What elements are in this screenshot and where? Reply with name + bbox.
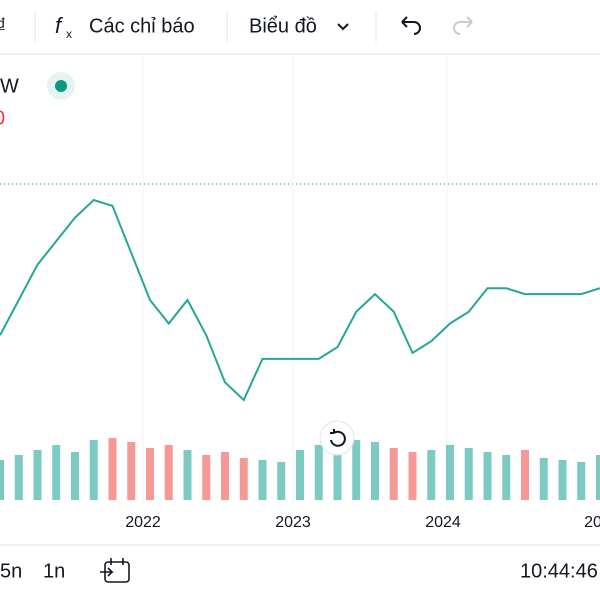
volume-bar	[577, 462, 586, 500]
volume-bar	[596, 455, 600, 500]
volume-bar	[0, 460, 4, 500]
volume-bar	[408, 452, 417, 500]
range-1y[interactable]: 1n	[43, 560, 65, 582]
volume-bar	[539, 458, 548, 500]
volume-bar	[146, 448, 154, 500]
volume-bar	[277, 462, 286, 500]
x-tick-label: 2024	[425, 514, 461, 531]
volume-bar	[127, 442, 136, 500]
volume-bar	[558, 460, 567, 500]
price-line	[0, 198, 600, 402]
fx-icon[interactable]: f	[55, 13, 64, 38]
volume-bar	[521, 450, 529, 500]
interval-label: W	[0, 75, 19, 97]
fx-icon-x: x	[66, 27, 72, 41]
reset-icon	[330, 429, 346, 447]
volume-bar	[89, 440, 98, 500]
x-tick-label: 2022	[125, 514, 161, 531]
volume-bar	[14, 455, 23, 500]
redo[interactable]	[453, 16, 473, 35]
x-tick-label: 20	[584, 514, 600, 531]
volume-bar	[71, 452, 79, 500]
volume-bar	[464, 448, 473, 500]
reset-button[interactable]	[319, 420, 355, 456]
clock: 10:44:46	[520, 560, 598, 582]
volume-bar	[389, 448, 398, 500]
volume-bar	[427, 450, 436, 500]
chart-menu-button[interactable]: Biểu đồ	[249, 15, 317, 37]
indicators-button[interactable]: Các chỉ báo	[89, 15, 195, 37]
chevron	[337, 23, 349, 31]
volume-bar	[352, 440, 361, 500]
volume-bar	[371, 442, 379, 500]
volume-bar	[502, 455, 511, 500]
volume-bar	[258, 460, 267, 500]
range-5y[interactable]: 5n	[0, 560, 22, 582]
status-dot	[55, 80, 67, 92]
volume-bar	[446, 445, 454, 500]
x-tick-label: 2023	[275, 514, 311, 531]
volume-bar	[164, 445, 173, 500]
volume-bar	[483, 452, 492, 500]
volume-bar	[52, 445, 61, 500]
volume-bar	[183, 450, 192, 500]
volume-bar	[202, 455, 211, 500]
volume-bar	[239, 458, 248, 500]
volume-bar	[296, 450, 304, 500]
currency-icon[interactable]: ₫	[0, 15, 6, 37]
volume-bar	[221, 452, 229, 500]
legend-value: 0	[0, 107, 5, 129]
volume-bar	[333, 455, 342, 500]
volume-bar	[314, 445, 323, 500]
undo[interactable]	[401, 16, 421, 35]
volume-bar	[33, 450, 42, 500]
volume-bar	[108, 438, 117, 500]
